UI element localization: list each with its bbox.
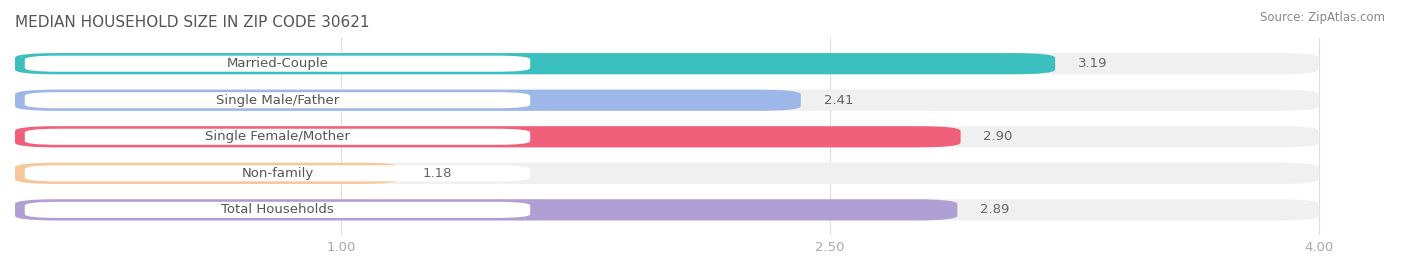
- Text: Non-family: Non-family: [242, 167, 314, 180]
- FancyBboxPatch shape: [15, 199, 1319, 221]
- FancyBboxPatch shape: [25, 165, 530, 181]
- FancyBboxPatch shape: [15, 163, 1319, 184]
- FancyBboxPatch shape: [25, 92, 530, 108]
- FancyBboxPatch shape: [15, 199, 957, 221]
- Text: Single Female/Mother: Single Female/Mother: [205, 130, 350, 143]
- FancyBboxPatch shape: [25, 129, 530, 145]
- FancyBboxPatch shape: [15, 90, 801, 111]
- Text: 2.89: 2.89: [980, 203, 1010, 216]
- FancyBboxPatch shape: [15, 126, 1319, 147]
- Text: Married-Couple: Married-Couple: [226, 57, 329, 70]
- FancyBboxPatch shape: [15, 126, 960, 147]
- Text: Total Households: Total Households: [221, 203, 333, 216]
- FancyBboxPatch shape: [15, 163, 399, 184]
- FancyBboxPatch shape: [15, 53, 1054, 74]
- Text: 2.41: 2.41: [824, 94, 853, 107]
- FancyBboxPatch shape: [15, 53, 1319, 74]
- Text: Source: ZipAtlas.com: Source: ZipAtlas.com: [1260, 11, 1385, 24]
- Text: 2.90: 2.90: [983, 130, 1012, 143]
- Text: MEDIAN HOUSEHOLD SIZE IN ZIP CODE 30621: MEDIAN HOUSEHOLD SIZE IN ZIP CODE 30621: [15, 15, 370, 30]
- Text: 1.18: 1.18: [423, 167, 453, 180]
- FancyBboxPatch shape: [15, 90, 1319, 111]
- Text: Single Male/Father: Single Male/Father: [217, 94, 339, 107]
- FancyBboxPatch shape: [25, 202, 530, 218]
- FancyBboxPatch shape: [25, 56, 530, 72]
- Text: 3.19: 3.19: [1078, 57, 1108, 70]
